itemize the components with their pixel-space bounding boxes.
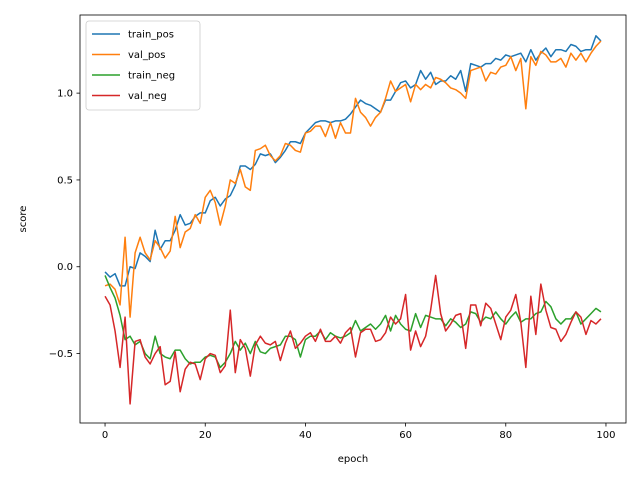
x-tick-label: 60 bbox=[399, 430, 412, 441]
y-axis-label: score bbox=[18, 206, 29, 233]
y-tick-label: 0.5 bbox=[57, 175, 73, 186]
series-layer bbox=[104, 35, 602, 405]
legend-box bbox=[85, 20, 201, 111]
y-tick-label: 0.0 bbox=[57, 262, 73, 273]
x-tick-label: 80 bbox=[499, 430, 512, 441]
legend-label: val_pos bbox=[128, 50, 166, 61]
y-tick-label: −0.5 bbox=[49, 349, 73, 360]
legend-label: train_pos bbox=[128, 30, 174, 41]
legend-label: val_neg bbox=[128, 91, 167, 102]
y-tick-label: 1.0 bbox=[57, 89, 73, 100]
y-axis-ticks: −0.5 0.0 0.5 1.0 bbox=[49, 89, 80, 360]
x-axis-label: epoch bbox=[338, 454, 368, 465]
plot-frame bbox=[79, 14, 627, 424]
x-tick-label: 0 bbox=[102, 430, 108, 441]
series-line-val-pos bbox=[104, 40, 602, 318]
x-tick-label: 20 bbox=[199, 430, 212, 441]
series-line-val-neg bbox=[104, 274, 602, 405]
series-line-train-neg bbox=[104, 275, 602, 369]
legend-label: train_neg bbox=[128, 71, 175, 82]
x-axis-ticks: 0 20 40 60 80 100 bbox=[102, 423, 616, 441]
x-tick-label: 40 bbox=[299, 430, 312, 441]
legend: train_pos val_pos train_neg val_neg bbox=[85, 20, 201, 111]
x-tick-label: 100 bbox=[596, 430, 615, 441]
